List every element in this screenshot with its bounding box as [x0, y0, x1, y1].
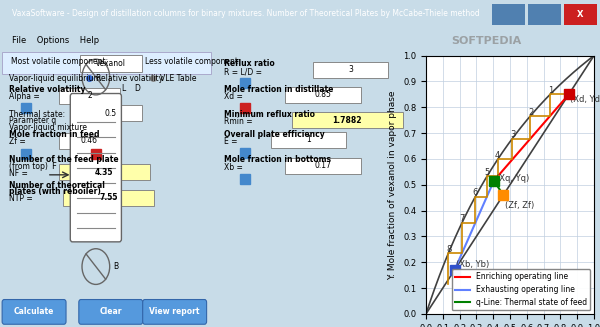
Text: VLE Table: VLE Table — [160, 74, 196, 83]
Text: vexanol: vexanol — [96, 59, 126, 68]
FancyBboxPatch shape — [271, 132, 346, 148]
FancyBboxPatch shape — [70, 94, 121, 242]
FancyBboxPatch shape — [313, 62, 388, 78]
Text: B: B — [113, 262, 118, 271]
Text: (from top): (from top) — [8, 162, 47, 171]
FancyBboxPatch shape — [63, 190, 154, 206]
Text: Zf =: Zf = — [8, 137, 25, 146]
FancyBboxPatch shape — [292, 112, 403, 129]
Text: 3: 3 — [348, 65, 353, 75]
Text: F: F — [51, 162, 56, 171]
FancyBboxPatch shape — [80, 105, 142, 121]
Text: 1: 1 — [548, 86, 553, 95]
FancyBboxPatch shape — [59, 164, 150, 180]
Text: 0.17: 0.17 — [315, 161, 332, 170]
Enriching operating line — [490, 179, 497, 183]
Text: Overall plate efficiency: Overall plate efficiency — [223, 130, 324, 139]
Text: File    Options    Help: File Options Help — [12, 36, 99, 45]
Text: 8: 8 — [446, 245, 451, 254]
Text: 7: 7 — [460, 215, 465, 223]
Text: Xd =: Xd = — [223, 92, 242, 101]
Text: (Xb, Yb): (Xb, Yb) — [456, 260, 490, 269]
Exhausting operating line — [490, 179, 497, 183]
FancyBboxPatch shape — [143, 300, 206, 324]
Text: 4: 4 — [495, 151, 500, 160]
Bar — [564, 5, 597, 25]
FancyBboxPatch shape — [79, 300, 143, 324]
Text: D: D — [134, 84, 140, 93]
FancyBboxPatch shape — [59, 133, 121, 149]
Text: Relative volatility: Relative volatility — [8, 85, 85, 94]
FancyBboxPatch shape — [2, 52, 211, 74]
Line: Exhausting operating line: Exhausting operating line — [455, 181, 494, 270]
Text: 1: 1 — [306, 135, 311, 145]
Text: Vapor-liquid equilibrium:: Vapor-liquid equilibrium: — [8, 74, 103, 83]
Text: L: L — [121, 84, 125, 93]
Enriching operating line — [565, 92, 572, 96]
FancyBboxPatch shape — [286, 158, 361, 174]
Text: 6: 6 — [473, 188, 478, 197]
Text: 0.5: 0.5 — [104, 109, 117, 117]
Text: 0.85: 0.85 — [315, 90, 332, 99]
Text: Xb =: Xb = — [223, 163, 242, 172]
Text: Clear: Clear — [100, 307, 122, 317]
Line: q-Line: Thermal state of feed: q-Line: Thermal state of feed — [494, 181, 503, 195]
q-Line: Thermal state of feed: (0.404, 0.516): Thermal state of feed: (0.404, 0.516) — [490, 179, 497, 183]
Text: Minimum reflux ratio: Minimum reflux ratio — [223, 110, 314, 119]
Text: Number of the feed plate: Number of the feed plate — [8, 156, 118, 164]
FancyBboxPatch shape — [286, 87, 361, 103]
Text: 3: 3 — [510, 130, 515, 139]
Text: Rmin =: Rmin = — [223, 117, 252, 126]
Bar — [528, 5, 561, 25]
Text: Thermal state:: Thermal state: — [8, 110, 65, 119]
Legend: Enriching operating line, Exhausting operating line, q-Line: Thermal state of fe: Enriching operating line, Exhausting ope… — [452, 269, 590, 310]
Text: Less volatile component:: Less volatile component: — [145, 58, 241, 66]
Text: NTP =: NTP = — [8, 195, 32, 203]
FancyBboxPatch shape — [59, 88, 121, 104]
q-Line: Thermal state of feed: (0.46, 0.46): Thermal state of feed: (0.46, 0.46) — [500, 193, 507, 197]
Text: SOFTPEDIA: SOFTPEDIA — [451, 36, 521, 46]
Text: Number of theoretical: Number of theoretical — [8, 181, 104, 190]
Y-axis label: Y: Mole fraction of vexanol in vapor phase: Y: Mole fraction of vexanol in vapor pha… — [388, 90, 397, 280]
Text: 2: 2 — [87, 92, 92, 100]
Text: Mole fraction in feed: Mole fraction in feed — [8, 130, 99, 139]
Text: R = L/D =: R = L/D = — [223, 67, 262, 76]
Bar — [492, 5, 525, 25]
Text: Mole fraction in bottoms: Mole fraction in bottoms — [223, 156, 331, 164]
FancyBboxPatch shape — [80, 55, 142, 72]
Text: 4.35: 4.35 — [95, 168, 113, 177]
Text: 0.46: 0.46 — [81, 136, 98, 145]
Text: (Zf, Zf): (Zf, Zf) — [505, 201, 534, 210]
Line: Enriching operating line: Enriching operating line — [494, 94, 569, 181]
Text: View report: View report — [149, 307, 200, 317]
Text: VaxaSoftware - Design of distillation columns for binary mixtures. Number of The: VaxaSoftware - Design of distillation co… — [12, 9, 480, 18]
Text: Relative volatility: Relative volatility — [96, 74, 163, 83]
Text: E =: E = — [223, 137, 237, 146]
Text: Alpha =: Alpha = — [8, 92, 39, 101]
Text: X: X — [577, 10, 583, 19]
Text: Reflux ratio: Reflux ratio — [223, 59, 274, 68]
FancyBboxPatch shape — [2, 300, 66, 324]
Text: Calculate: Calculate — [14, 307, 54, 317]
Text: (Xd, Yd): (Xd, Yd) — [571, 95, 600, 104]
Text: (Xq, Yq): (Xq, Yq) — [496, 174, 529, 183]
Text: NF =: NF = — [8, 169, 28, 178]
Text: Vapor-liquid mixture: Vapor-liquid mixture — [8, 123, 86, 131]
Text: Mole fraction in distillate: Mole fraction in distillate — [223, 85, 333, 94]
Text: 2: 2 — [528, 108, 533, 116]
Exhausting operating line — [451, 268, 458, 272]
Text: plates (with reboiler): plates (with reboiler) — [8, 187, 100, 196]
Text: 5: 5 — [484, 168, 490, 177]
Text: Most volatile component:: Most volatile component: — [11, 58, 108, 66]
Text: 7.55: 7.55 — [100, 193, 118, 202]
Text: Parameter q: Parameter q — [8, 116, 56, 125]
Text: 1.7882: 1.7882 — [332, 116, 362, 125]
